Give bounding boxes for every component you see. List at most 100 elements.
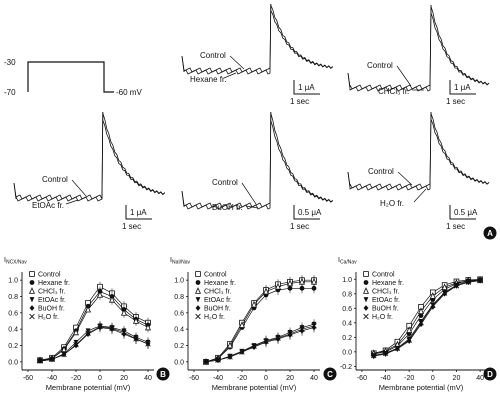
data-point	[195, 297, 201, 303]
data-point	[418, 320, 424, 326]
data-point	[477, 277, 483, 284]
y-tick-label: 0.0	[174, 359, 184, 366]
data-point	[311, 323, 317, 329]
data-point	[238, 321, 246, 328]
data-point	[73, 339, 79, 346]
panel-badge-D: D	[483, 367, 497, 381]
y-axis-label: ICa/Nav	[338, 257, 357, 266]
panel-badge-A-text: A	[487, 229, 493, 238]
data-point	[203, 359, 209, 365]
control-arrow	[71, 179, 87, 197]
iv-charts: 0.0 0.2 0.4 0.6 0.8 1.0 -60 -40 -20 0 20 40 Membrane…	[4, 257, 497, 392]
x-tick-label: -40	[47, 375, 57, 382]
y-tick-label: 1.0	[8, 278, 18, 285]
x-tick-label: -60	[23, 375, 33, 382]
scale-time-label: 1 sec	[122, 222, 141, 231]
data-point	[250, 300, 258, 308]
panel-badge-A: A	[483, 226, 497, 240]
control-label: Control	[42, 175, 68, 184]
data-point	[441, 283, 448, 291]
y-axis-label: INCX/Nav	[4, 257, 27, 266]
panel-badge-text: B	[160, 370, 166, 379]
data-point	[287, 331, 293, 337]
data-point	[108, 295, 116, 303]
series-line	[39, 325, 149, 362]
data-point	[109, 325, 115, 332]
x-tick-label: -40	[213, 375, 223, 382]
legend-entry: Control	[38, 272, 61, 279]
legend-entry: EtOAc fr.	[38, 297, 66, 304]
data-point	[363, 280, 369, 285]
series-line	[205, 325, 315, 363]
trace-hexane: Control Hexane fr. 1 μA 1 sec	[181, 3, 334, 106]
fraction-trace	[181, 111, 334, 210]
y-tick-label: 0.0	[8, 359, 18, 366]
data-point	[120, 308, 128, 316]
current-traces: Control Hexane fr. 1 μA 1 sec Control CHCl₃ f…	[13, 3, 490, 231]
fraction-label: BuOH fr.	[212, 203, 243, 212]
data-point	[195, 280, 201, 285]
control-arrow	[397, 171, 413, 186]
y-tick-label: 0.4	[342, 320, 352, 327]
data-point	[441, 290, 448, 296]
data-point	[299, 285, 305, 291]
x-tick-label: -40	[380, 375, 390, 382]
data-point	[465, 279, 471, 285]
data-point	[418, 313, 424, 318]
data-point	[49, 356, 55, 363]
scale-current-label: 0.5 μA	[298, 208, 322, 217]
trace-etoac: Control EtOAc fr. 1 μA 1 sec	[13, 111, 166, 231]
legend-entry: H₂O fr.	[372, 314, 393, 321]
data-point	[29, 280, 35, 285]
series-line	[39, 286, 149, 361]
scale-bar	[449, 205, 476, 220]
protocol-holding-label: -60 mV	[116, 88, 142, 97]
y-tick-label: 0.4	[174, 327, 184, 334]
data-point	[227, 354, 233, 360]
legend-entry: H₂O fr.	[38, 314, 59, 321]
legend-entry: CHCl₃ fr.	[38, 289, 65, 296]
x-tick-label: 0	[98, 375, 102, 382]
x-tick-label: 20	[120, 375, 128, 382]
data-point	[406, 326, 413, 333]
data-point	[430, 303, 436, 310]
scale-current-label: 1 μA	[130, 208, 147, 217]
series-line	[205, 323, 315, 363]
fraction-arrow	[65, 199, 79, 205]
chart-panel-B: 0.0 0.2 0.4 0.6 0.8 1.0 -60 -40 -20 0 20 40 Membrane…	[4, 257, 170, 392]
legend-entry: CHCl₃ fr.	[372, 289, 399, 296]
scale-current-label: 1 μA	[454, 83, 471, 92]
data-point	[262, 287, 270, 295]
x-tick-label: 40	[310, 375, 318, 382]
x-tick-label: -20	[237, 375, 247, 382]
data-point	[298, 277, 306, 285]
x-axis-label: Membrane potential (mV)	[46, 383, 131, 392]
data-point	[251, 343, 257, 350]
panel-badge-text: C	[327, 370, 333, 379]
scale-time-label: 1 sec	[290, 222, 309, 231]
control-label: Control	[200, 51, 226, 60]
y-tick-label: 0.6	[342, 306, 352, 313]
x-axis-label: Membrane potential (mV)	[379, 383, 464, 392]
fraction-label: H₂O fr.	[380, 199, 404, 208]
data-point	[239, 349, 245, 355]
data-point	[96, 290, 104, 298]
fraction-trace	[347, 4, 490, 92]
series-5	[203, 320, 317, 365]
series-5	[37, 321, 151, 364]
data-point	[133, 336, 139, 342]
legend-entry: EtOAc fr.	[372, 297, 400, 304]
panel-badge-B: B	[156, 367, 170, 381]
data-point	[453, 283, 460, 289]
y-tick-label: 0.2	[8, 343, 18, 350]
legend-entry: BuOH fr.	[372, 306, 399, 313]
x-tick-label: 0	[431, 375, 435, 382]
y-tick-label: 0.4	[8, 327, 18, 334]
legend-entry: Control	[372, 272, 395, 279]
data-point	[29, 297, 35, 303]
chart-panel-C: 0.0 0.2 0.4 0.6 0.8 1.0 -60 -40 -20 0 20 40 Membrane…	[170, 257, 337, 392]
control-label: Control	[367, 61, 393, 70]
